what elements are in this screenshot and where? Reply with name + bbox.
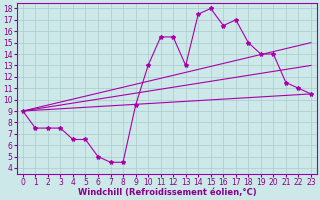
X-axis label: Windchill (Refroidissement éolien,°C): Windchill (Refroidissement éolien,°C) (77, 188, 256, 197)
